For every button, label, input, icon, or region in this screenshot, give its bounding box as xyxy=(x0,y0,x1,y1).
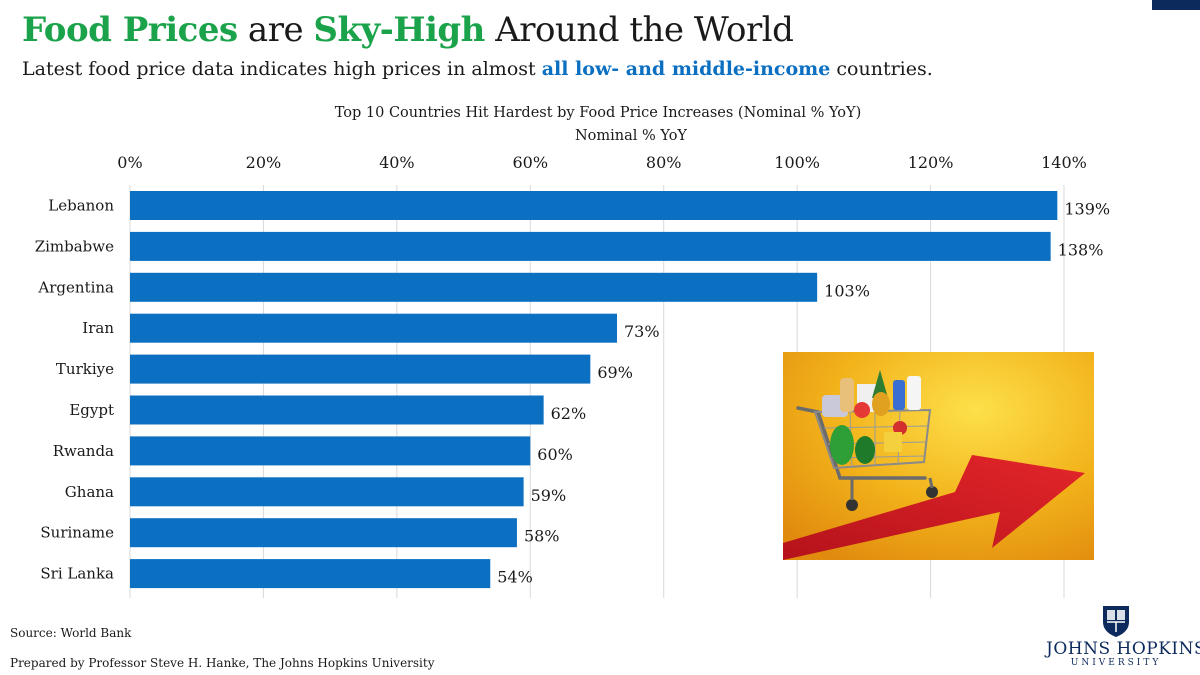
title-are: are xyxy=(237,10,314,50)
x-tick-label: 80% xyxy=(646,153,682,172)
category-label: Turkiye xyxy=(56,360,114,378)
title-sky-high: Sky-High xyxy=(313,10,485,50)
category-label: Lebanon xyxy=(48,197,114,215)
prepared-by-note: Prepared by Professor Steve H. Hanke, Th… xyxy=(10,656,435,670)
bar xyxy=(130,518,517,548)
x-tick-label: 140% xyxy=(1041,153,1087,172)
category-label: Zimbabwe xyxy=(35,237,114,255)
data-label: 62% xyxy=(551,404,587,423)
johns-hopkins-logo: JOHNS HOPKINS UNIVERSITY xyxy=(1046,604,1200,672)
corner-tab xyxy=(1152,0,1200,10)
bar xyxy=(130,395,544,425)
data-label: 58% xyxy=(524,527,560,546)
shopping-cart-icon xyxy=(796,370,938,511)
logo-subtitle: UNIVERSITY xyxy=(1070,658,1162,668)
bar xyxy=(130,477,524,507)
bar xyxy=(130,559,491,589)
x-tick-label: 100% xyxy=(774,153,820,172)
subtitle-lead: Latest food price data indicates high pr… xyxy=(22,58,542,80)
page-title: Food Prices are Sky-High Around the Worl… xyxy=(22,10,794,50)
category-label: Ghana xyxy=(65,483,114,501)
data-label: 73% xyxy=(624,322,660,341)
bar xyxy=(130,436,531,466)
shopping-cart-riding-red-arrow-icon xyxy=(783,352,1094,560)
chart-title: Top 10 Countries Hit Hardest by Food Pri… xyxy=(335,105,862,121)
category-label: Iran xyxy=(82,319,114,337)
subtitle-tail: countries. xyxy=(830,58,933,80)
chart-x-axis-label: Nominal % YoY xyxy=(575,128,687,144)
category-label: Rwanda xyxy=(53,442,114,460)
x-tick-label: 120% xyxy=(908,153,954,172)
bar xyxy=(130,272,818,302)
page-subtitle: Latest food price data indicates high pr… xyxy=(22,58,933,80)
data-label: 69% xyxy=(597,363,633,382)
data-label: 138% xyxy=(1058,240,1104,259)
category-labels: Lebanon Zimbabwe Argentina Iran Turkiye Egypt… xyxy=(35,197,115,583)
logo-name: JOHNS HOPKINS xyxy=(1046,639,1200,659)
title-around-the-world: Around the World xyxy=(484,10,794,50)
bar xyxy=(130,354,591,384)
category-label: Egypt xyxy=(69,401,114,419)
x-tick-label: 20% xyxy=(246,153,282,172)
x-tick-label: 40% xyxy=(379,153,415,172)
x-tick-label: 60% xyxy=(513,153,549,172)
red-arrow-icon xyxy=(783,455,1085,560)
university-shield-icon xyxy=(1103,606,1129,637)
x-tick-label: 0% xyxy=(117,153,142,172)
bars xyxy=(130,191,1058,589)
data-label: 59% xyxy=(531,486,567,505)
category-label: Argentina xyxy=(37,278,114,296)
data-label: 139% xyxy=(1064,200,1110,219)
data-labels: 139% 138% 103% 73% 69% 62% 60% 59% 58% 54% xyxy=(497,200,1110,587)
category-label: Suriname xyxy=(40,524,114,542)
bar xyxy=(130,313,618,343)
source-note: Source: World Bank xyxy=(10,626,132,640)
title-food-prices: Food Prices xyxy=(22,10,238,50)
x-axis-ticks: 0% 20% 40% 60% 80% 100% 120% 140% xyxy=(117,153,1087,172)
category-label: Sri Lanka xyxy=(40,565,114,583)
bar xyxy=(130,191,1058,220)
data-label: 60% xyxy=(537,445,573,464)
bar xyxy=(130,231,1051,261)
data-label: 54% xyxy=(497,568,533,587)
data-label: 103% xyxy=(824,281,870,300)
subtitle-highlight: all low- and middle-income xyxy=(541,58,831,80)
